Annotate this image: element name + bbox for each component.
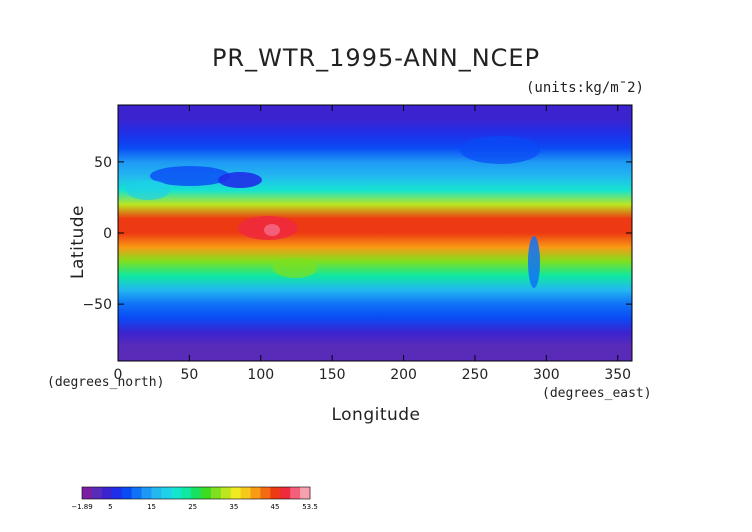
colorbar-swatch — [220, 487, 232, 499]
sahara-dry-region — [126, 180, 170, 200]
colorbar-swatch — [171, 487, 182, 499]
maritime-continent-max — [264, 224, 280, 236]
colorbar-swatch — [141, 487, 152, 499]
x-unit-note: (degrees_east) — [542, 386, 652, 401]
australia-region — [273, 258, 317, 278]
y-tick-label: 50 — [94, 155, 112, 171]
units-label: (units:kg/m¯2) — [525, 80, 644, 96]
colorbar-swatch — [151, 487, 162, 499]
x-tick-label: 0 — [114, 367, 123, 383]
colorbar-swatch — [270, 487, 281, 499]
y-axis: 50 0 −50 — [82, 155, 632, 313]
colorbar-swatch — [82, 487, 93, 499]
x-axis-title: Longitude — [331, 405, 421, 425]
colorbar-label: 5 — [108, 503, 112, 511]
colorbar-swatch — [280, 487, 291, 499]
x-tick-label: 100 — [247, 367, 274, 383]
colorbar-swatch — [111, 487, 123, 499]
colorbar-swatch — [240, 487, 251, 499]
andes-dry-region — [528, 236, 540, 288]
colorbar-label: 53.5 — [302, 503, 318, 511]
x-tick-label: 50 — [180, 367, 198, 383]
colorbar-frame — [81, 486, 311, 500]
siberia-dry-region — [150, 166, 230, 186]
colorbar-swatch — [300, 487, 311, 499]
x-tick-label: 150 — [319, 367, 346, 383]
colorbar-swatch — [250, 487, 261, 499]
map-field — [118, 105, 632, 361]
colorbar-label: 35 — [229, 503, 238, 511]
colorbar-swatch — [131, 487, 142, 499]
y-tick-label: −50 — [82, 297, 112, 313]
colorbar-swatch — [181, 487, 192, 499]
colorbar: −1.89 5 15 25 35 45 53.5 — [71, 486, 318, 511]
colorbar-label: 15 — [147, 503, 156, 511]
y-unit-note: (degrees_north) — [47, 375, 165, 390]
colorbar-swatch — [230, 487, 242, 499]
x-tick-label: 250 — [462, 367, 489, 383]
colorbar-swatch — [161, 487, 172, 499]
colorbar-swatch — [191, 487, 202, 499]
greenland-dry-region — [460, 136, 540, 164]
tibet-dry-region — [218, 172, 262, 188]
colorbar-swatch — [91, 487, 103, 499]
colorbar-swatch — [290, 487, 301, 499]
x-tick-label: 350 — [604, 367, 631, 383]
colorbar-swatch — [210, 487, 222, 499]
x-tick-label: 200 — [390, 367, 417, 383]
y-axis-title: Latitude — [68, 205, 88, 279]
colorbar-swatch — [121, 487, 132, 499]
y-tick-label: 0 — [103, 226, 112, 242]
colorbar-swatch — [260, 487, 271, 499]
colorbar-label: 45 — [271, 503, 280, 511]
colorbar-swatch — [200, 487, 212, 499]
colorbar-label: −1.89 — [71, 503, 92, 511]
x-axis: 0 50 100 150 200 250 300 350 — [114, 105, 631, 383]
x-tick-label: 300 — [533, 367, 560, 383]
colorbar-label: 25 — [188, 503, 197, 511]
zonal-field — [118, 105, 632, 361]
chart-title: PR_WTR_1995-ANN_NCEP — [211, 44, 541, 72]
colorbar-swatch — [101, 487, 113, 499]
